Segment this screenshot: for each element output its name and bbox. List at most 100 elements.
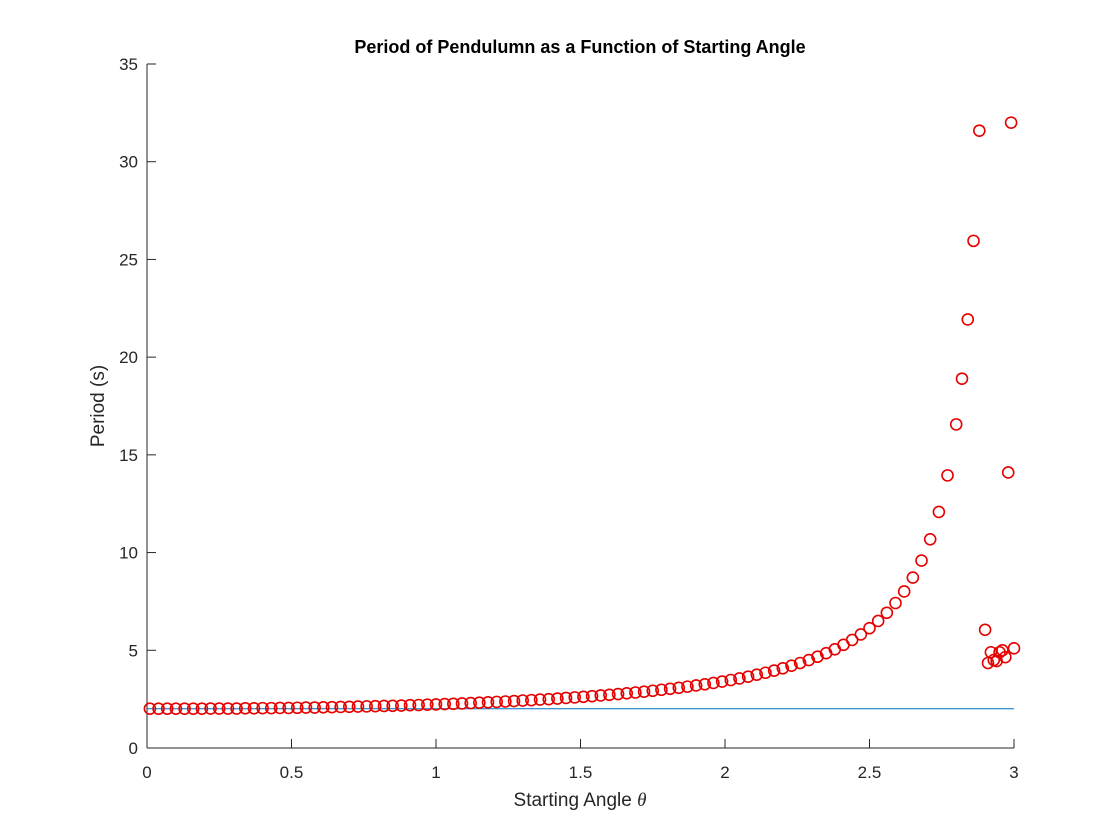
data-point — [999, 650, 1012, 664]
data-point — [334, 700, 347, 714]
data-point — [802, 653, 816, 667]
y-tick-label: 20 — [119, 348, 138, 367]
data-point — [490, 695, 503, 709]
x-tick-label: 1 — [431, 763, 440, 782]
x-tick-label: 2 — [720, 763, 729, 782]
data-point — [481, 695, 495, 709]
data-point — [955, 372, 969, 385]
data-point — [961, 313, 975, 326]
data-point — [186, 702, 200, 716]
data-point — [767, 664, 781, 677]
data-point — [230, 702, 243, 715]
data-point — [264, 701, 278, 715]
data-point — [863, 621, 876, 635]
data-point — [932, 505, 946, 519]
data-point — [403, 698, 417, 712]
data-point — [325, 700, 339, 714]
data-point — [620, 686, 634, 700]
y-tick-label: 5 — [129, 641, 138, 660]
y-tick-label: 10 — [119, 544, 138, 563]
data-point — [889, 596, 902, 610]
data-point — [759, 666, 772, 680]
x-tick-label: 0 — [142, 763, 151, 782]
data-point — [204, 702, 217, 715]
data-point — [906, 571, 920, 584]
data-point — [973, 124, 986, 137]
data-point — [525, 693, 538, 707]
data-point — [160, 702, 174, 716]
data-point — [984, 645, 998, 659]
y-tick-label: 25 — [119, 250, 138, 269]
data-point — [785, 659, 798, 673]
data-point — [542, 692, 556, 706]
data-point — [594, 689, 608, 702]
x-tick-label: 0.5 — [280, 763, 304, 782]
data-point — [316, 701, 330, 714]
data-point — [551, 692, 564, 705]
data-point — [447, 697, 460, 711]
data-point — [559, 691, 573, 705]
data-point — [516, 694, 530, 707]
x-ticks: 0 0.5 1 1.5 2 2.5 3 — [142, 739, 1019, 782]
data-point — [663, 682, 677, 696]
data-point — [646, 684, 660, 698]
data-point — [247, 702, 261, 715]
data-markers — [143, 116, 1021, 716]
data-point — [689, 679, 703, 692]
x-tick-label: 3 — [1009, 763, 1018, 782]
data-point — [1004, 116, 1018, 129]
data-point — [464, 696, 477, 710]
data-point — [672, 681, 686, 695]
data-point — [351, 700, 365, 713]
x-tick-label: 1.5 — [569, 763, 593, 782]
data-point — [978, 623, 992, 637]
x-axis-label-symbol: θ — [637, 790, 646, 811]
data-point — [611, 687, 625, 701]
y-tick-label: 0 — [129, 739, 138, 758]
data-point — [733, 672, 746, 685]
data-point — [455, 697, 469, 710]
data-point — [507, 694, 521, 708]
y-axis-label: Period (s) — [88, 365, 109, 447]
data-point — [290, 701, 304, 715]
data-point — [568, 691, 582, 704]
data-point — [854, 628, 868, 641]
data-point — [282, 701, 295, 715]
data-point — [577, 690, 590, 704]
data-point — [715, 675, 729, 688]
data-point — [967, 234, 980, 248]
y-tick-label: 15 — [119, 446, 138, 465]
data-point — [256, 701, 269, 715]
data-point — [143, 702, 157, 716]
data-point — [395, 699, 408, 712]
data-point — [603, 688, 616, 702]
data-point — [421, 698, 434, 711]
data-point — [212, 702, 226, 715]
data-point — [949, 418, 963, 431]
x-tick-label: 2.5 — [858, 763, 882, 782]
data-point — [195, 702, 209, 716]
data-point — [637, 685, 651, 699]
data-point — [750, 668, 764, 682]
data-point — [429, 698, 443, 711]
data-point — [915, 554, 928, 567]
y-ticks: 0 5 10 15 20 25 30 35 — [119, 55, 156, 758]
data-point — [897, 585, 911, 598]
axes — [146, 64, 1014, 749]
chart-title: Period of Pendulumn as a Function of Sta… — [354, 37, 805, 57]
data-point — [724, 673, 738, 687]
data-point — [880, 606, 894, 620]
data-point — [169, 702, 183, 716]
data-point — [871, 614, 885, 628]
data-point — [533, 693, 547, 706]
data-point — [741, 670, 755, 683]
data-point — [776, 661, 790, 675]
data-point — [585, 689, 599, 703]
data-point — [386, 699, 399, 713]
data-point — [152, 702, 165, 716]
data-point — [273, 701, 287, 715]
data-point — [681, 680, 694, 693]
data-point — [238, 702, 252, 715]
data-point — [1001, 466, 1015, 479]
